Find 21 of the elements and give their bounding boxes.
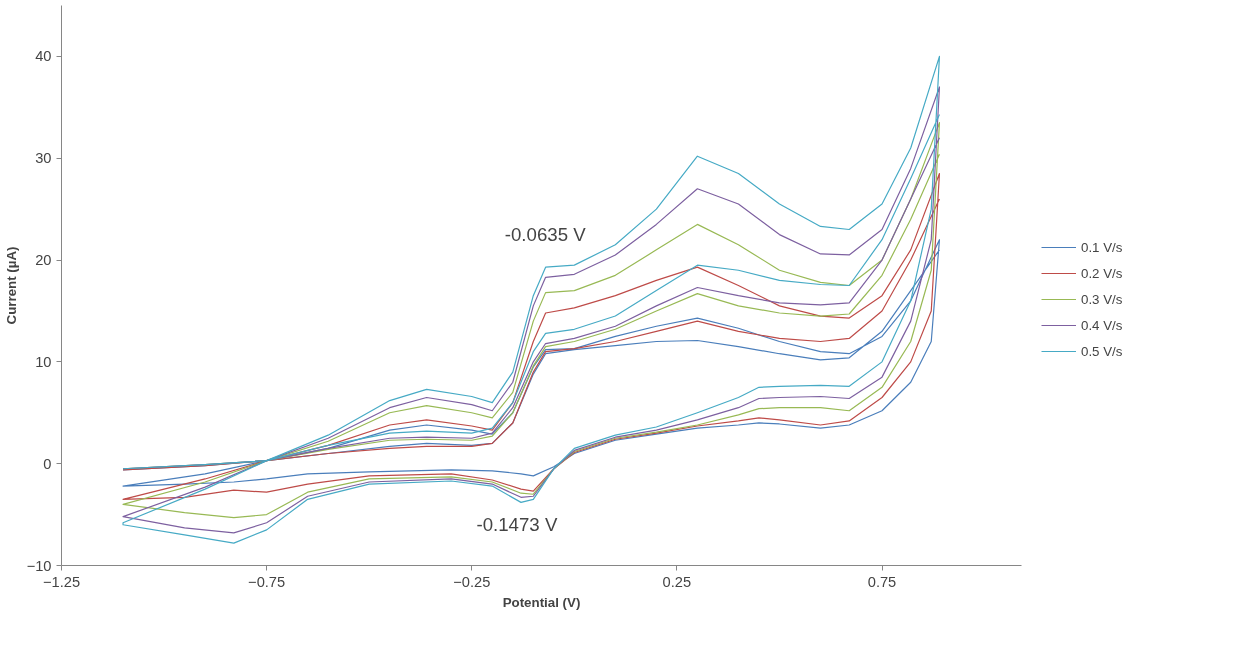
y-axis-title: Current (µA) <box>3 246 19 325</box>
legend-label: 0.1 V/s <box>1081 239 1123 255</box>
x-tick-label: −1.25 <box>42 573 81 590</box>
x-tick-label: −0.25 <box>453 573 491 590</box>
annotation: -0.1473 V <box>476 514 558 536</box>
y-tick-label: 40 <box>35 48 52 65</box>
x-tick-label: 0.25 <box>662 573 692 590</box>
y-tick-label: 10 <box>35 353 52 370</box>
y-tick-label: −10 <box>26 557 52 574</box>
legend-label: 0.3 V/s <box>1081 291 1123 307</box>
x-tick-label: −0.75 <box>248 573 286 590</box>
y-tick-label: 20 <box>35 252 52 269</box>
legend-label: 0.4 V/s <box>1081 317 1123 333</box>
y-tick-label: 0 <box>43 455 52 472</box>
x-axis-title: Potential (V) <box>502 594 581 610</box>
y-tick-label: 30 <box>35 150 52 167</box>
legend-label: 0.5 V/s <box>1081 343 1123 359</box>
annotation: -0.0635 V <box>504 224 587 246</box>
line-series <box>122 172 941 500</box>
x-tick-label: 0.75 <box>867 573 897 590</box>
legend-label: 0.2 V/s <box>1081 265 1123 281</box>
